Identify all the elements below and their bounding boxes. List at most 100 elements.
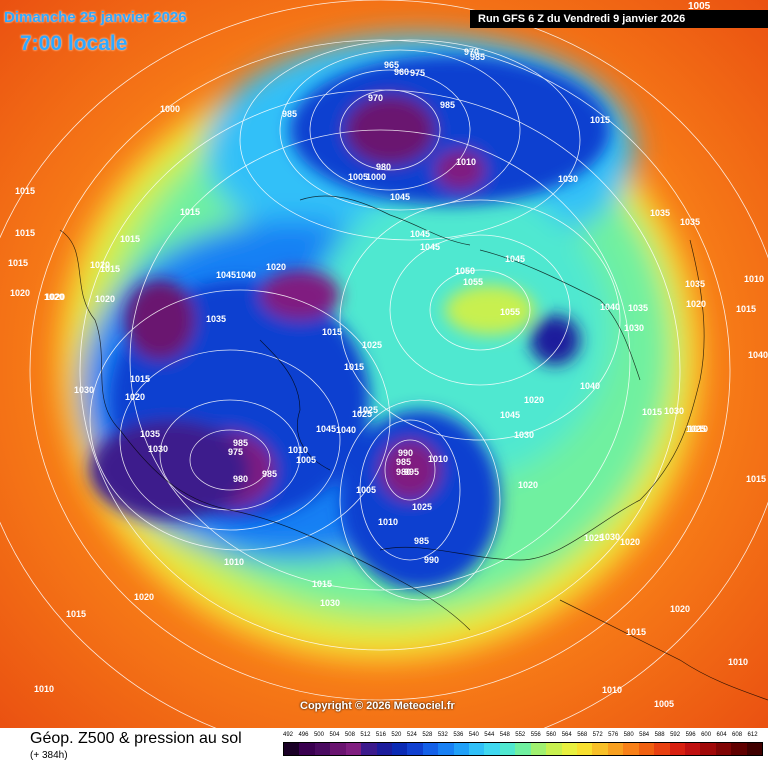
forecast-time: 7:00 locale	[20, 32, 128, 55]
legend-tick-label: 580	[623, 732, 634, 738]
legend-swatch	[638, 743, 655, 755]
isobar-label: 1020	[10, 288, 30, 298]
isobar-label: 980	[376, 162, 391, 172]
isobar-label: 1035	[685, 279, 705, 289]
legend-tick-label: 592	[670, 732, 681, 738]
isobar-label: 1020	[524, 395, 544, 405]
legend-tick-label: 596	[685, 732, 696, 738]
copyright: Copyright © 2026 Meteociel.fr	[300, 700, 455, 712]
isobar-label: 980	[396, 467, 411, 477]
isobar-label: 1015	[120, 234, 140, 244]
isobar-label: 1015	[15, 186, 35, 196]
legend-swatch	[684, 743, 701, 755]
legend-swatch	[407, 743, 423, 755]
legend-swatch	[391, 743, 408, 755]
legend-swatch	[330, 743, 346, 755]
isobar-label: 1035	[140, 429, 160, 439]
isobar-label: 1010	[288, 445, 308, 455]
isobar-label: 1015	[15, 228, 35, 238]
legend-tick-label: 612	[747, 732, 758, 738]
isobar-label: 1015	[736, 304, 756, 314]
legend-swatch	[577, 743, 593, 755]
isobar-label: 990	[424, 555, 439, 565]
legend-swatch	[715, 743, 732, 755]
isobar-label: 1035	[650, 208, 670, 218]
legend-tick-label: 528	[422, 732, 433, 738]
isobar-label: 1020	[90, 260, 110, 270]
isobar-label: 1035	[680, 217, 700, 227]
isobar-label: 995	[404, 467, 419, 477]
isobar-label: 1015	[642, 407, 662, 417]
isobar-label: 985	[470, 52, 485, 62]
isobar-label: 1015	[8, 258, 28, 268]
legend-swatch	[484, 743, 500, 755]
isobar-label: 1010	[602, 685, 622, 695]
legend-tick-label: 496	[298, 732, 309, 738]
isobar-label: 1015	[100, 264, 120, 274]
isobar-label: 1020	[125, 392, 145, 402]
isobar-label: 1015	[746, 474, 766, 484]
isobar-label: 965	[384, 60, 399, 70]
legend-tick-label: 608	[732, 732, 743, 738]
legend-tick-label: 556	[530, 732, 541, 738]
isobar-label: 1035	[628, 303, 648, 313]
isobar-label: 1045	[410, 229, 430, 239]
legend-swatch	[376, 743, 392, 755]
legend-swatch	[314, 743, 331, 755]
legend-swatch	[546, 743, 562, 755]
legend-tick-label: 584	[639, 732, 650, 738]
isobar-label: 1030	[148, 444, 168, 454]
legend-swatch	[607, 743, 624, 755]
isobar-label: 1020	[266, 262, 286, 272]
isobar-label: 1010	[728, 657, 748, 667]
legend-tick-label: 532	[437, 732, 448, 738]
legend-swatch	[669, 743, 685, 755]
isobar-label: 1040	[336, 425, 356, 435]
isobar-label: 1020	[45, 292, 65, 302]
legend-swatch	[654, 743, 670, 755]
legend-tick-label: 560	[546, 732, 557, 738]
isobar-label: 1025	[686, 424, 706, 434]
isobar-label: 1015	[130, 374, 150, 384]
legend-swatch	[499, 743, 516, 755]
isobar-label: 1040	[580, 381, 600, 391]
legend-tick-label: 512	[360, 732, 371, 738]
isobar-label: 1010	[428, 454, 448, 464]
color-scale-legend	[283, 742, 763, 756]
isobar-label: 970	[464, 47, 479, 57]
isobar-label: 1055	[463, 277, 483, 287]
footer: Géop. Z500 & pression au sol (+ 384h) 49…	[0, 728, 768, 768]
isobar-label: 1030	[558, 174, 578, 184]
isobar-label: 1005	[348, 172, 368, 182]
legend-tick-label: 552	[515, 732, 526, 738]
isobar-label: 1010	[378, 517, 398, 527]
isobar-label: 1020	[44, 292, 64, 302]
isobar-label: 975	[228, 447, 243, 457]
legend-tick-labels: 492 496 500 504 508 512 516 520 524 528 532 536 540 5…	[283, 732, 763, 742]
isobar-label: 1020	[95, 294, 115, 304]
isobar-label: 1025	[412, 502, 432, 512]
isobar-label: 1030	[600, 532, 620, 542]
isobar-label: 1015	[180, 207, 200, 217]
map-title: Géop. Z500 & pression au sol	[30, 730, 242, 747]
isobar-label: 1055	[500, 307, 520, 317]
isobar-label: 1030	[74, 385, 94, 395]
isobar-label: 1005	[654, 699, 674, 709]
isobar-label: 1005	[356, 485, 376, 495]
isobar-label: 1025	[584, 533, 604, 543]
isobar-label: 1045	[505, 254, 525, 264]
legend-tick-label: 600	[701, 732, 712, 738]
isobar-label: 1025	[358, 405, 378, 415]
isobar-label: 960	[394, 67, 409, 77]
isobar-label: 1045	[316, 424, 336, 434]
legend-tick-label: 588	[654, 732, 665, 738]
legend-tick-label: 500	[313, 732, 324, 738]
run-info: Run GFS 6 Z du Vendredi 9 janvier 2026	[470, 10, 768, 28]
legend-tick-label: 568	[577, 732, 588, 738]
isobar-label: 1010	[456, 157, 476, 167]
isobar-label: 985	[414, 536, 429, 546]
legend-swatch	[746, 743, 763, 755]
isobar-label: 1010	[744, 274, 764, 284]
